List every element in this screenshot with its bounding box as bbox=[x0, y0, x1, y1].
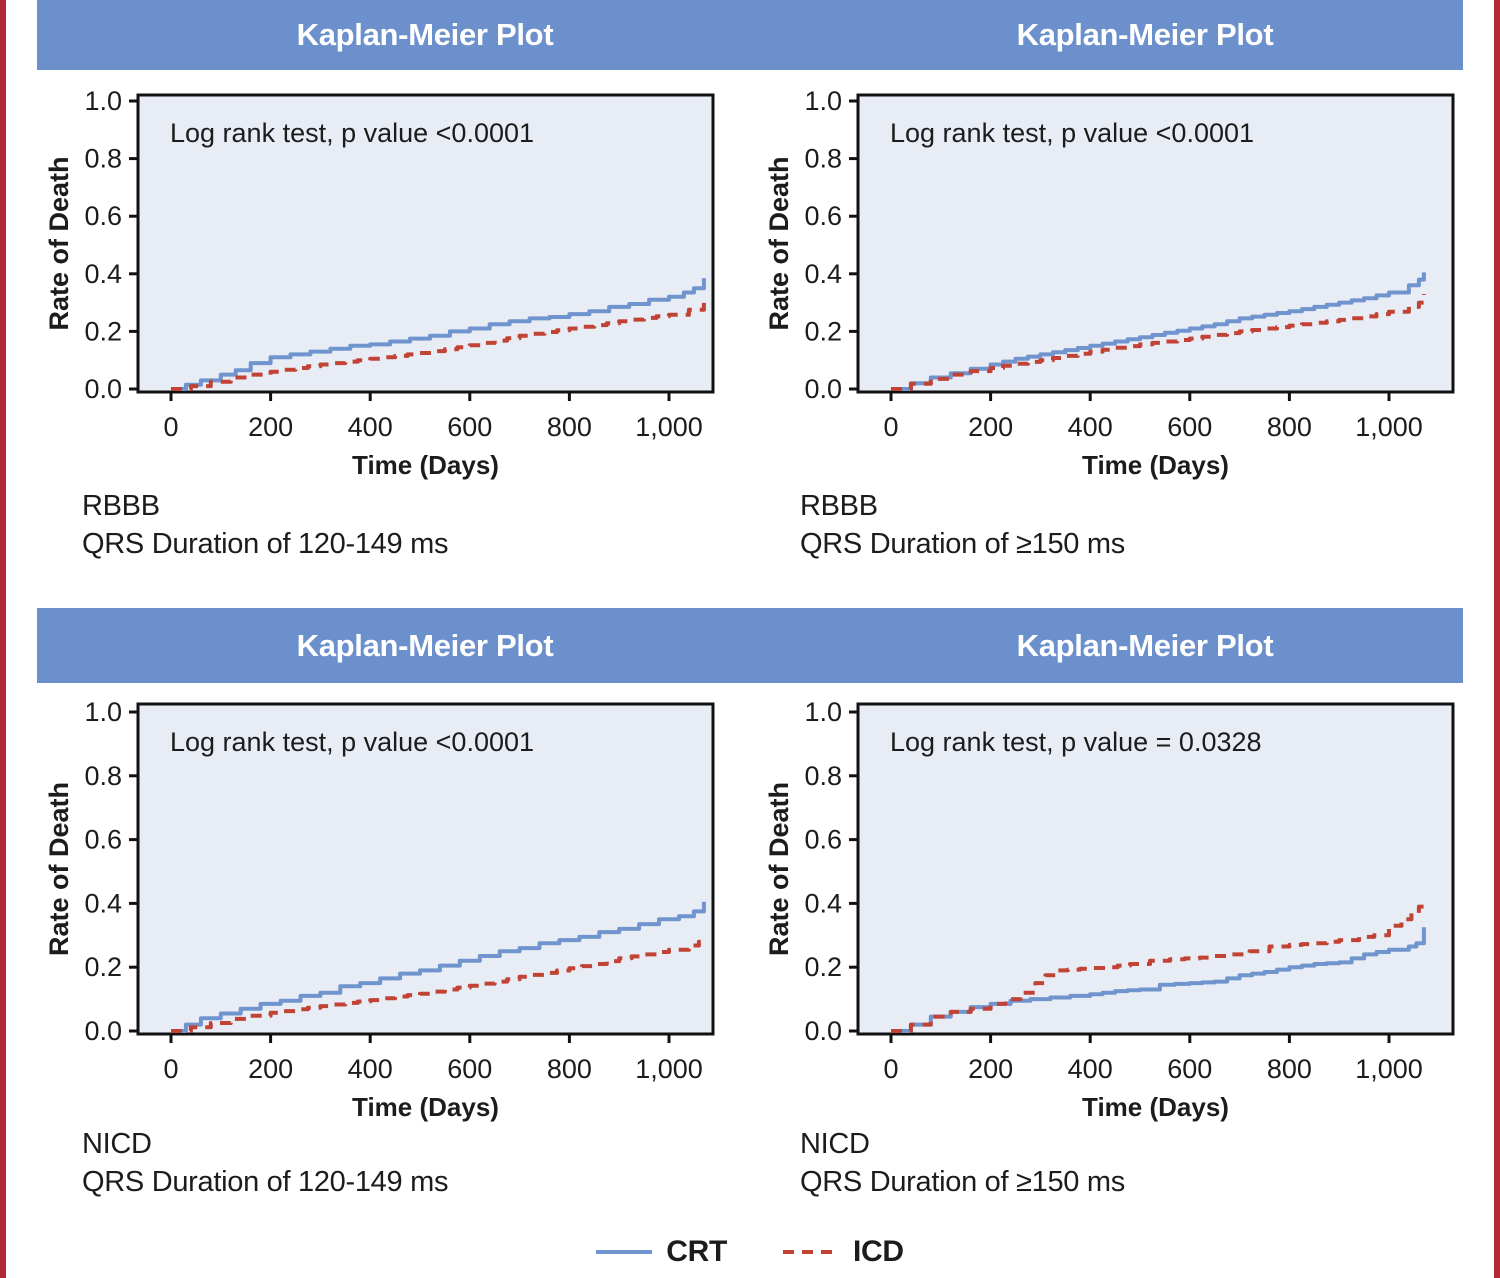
legend-label-icd: ICD bbox=[853, 1235, 904, 1268]
svg-text:0.0: 0.0 bbox=[84, 1016, 122, 1046]
svg-text:800: 800 bbox=[547, 412, 592, 442]
svg-text:0.0: 0.0 bbox=[804, 1016, 842, 1046]
banner-title-rbbb-150: Kaplan-Meier Plot bbox=[1016, 17, 1274, 52]
banner-title-nicd-150: Kaplan-Meier Plot bbox=[1016, 627, 1274, 663]
banner-row-2: Kaplan-Meier Plot Kaplan-Meier Plot bbox=[37, 608, 1463, 683]
svg-text:0.2: 0.2 bbox=[804, 952, 842, 982]
svg-text:0: 0 bbox=[883, 412, 898, 442]
km-chart-rbbb-150: 0.0 0.2 0.4 0.6 0.8 1.0 0 200 400 600 800 1,000 Time… bbox=[764, 86, 1455, 480]
svg-text:1,000: 1,000 bbox=[1355, 1054, 1423, 1084]
svg-text:0: 0 bbox=[883, 1054, 898, 1084]
caption-group-label: NICD bbox=[800, 1128, 870, 1160]
caption-group-label: RBBB bbox=[82, 490, 160, 522]
caption-group-label: RBBB bbox=[800, 490, 878, 522]
svg-text:0.4: 0.4 bbox=[84, 888, 122, 918]
svg-text:Rate of Death: Rate of Death bbox=[44, 156, 74, 330]
svg-text:Time (Days): Time (Days) bbox=[352, 1092, 499, 1122]
svg-text:0.0: 0.0 bbox=[804, 374, 842, 404]
svg-text:1.0: 1.0 bbox=[84, 86, 122, 116]
svg-text:400: 400 bbox=[1068, 1054, 1113, 1084]
svg-text:800: 800 bbox=[1267, 412, 1312, 442]
svg-text:0.4: 0.4 bbox=[804, 259, 842, 289]
legend-label-crt: CRT bbox=[666, 1235, 727, 1268]
caption-rbbb-150: RBBB QRS Duration of ≥150 ms bbox=[800, 487, 1125, 563]
svg-text:0.8: 0.8 bbox=[804, 761, 842, 791]
crt-line-swatch bbox=[596, 1250, 653, 1254]
svg-text:0.6: 0.6 bbox=[84, 201, 122, 231]
svg-text:0: 0 bbox=[163, 412, 178, 442]
svg-text:0.8: 0.8 bbox=[84, 144, 122, 174]
svg-text:Log rank test, p value <0.0001: Log rank test, p value <0.0001 bbox=[890, 118, 1254, 148]
svg-text:200: 200 bbox=[968, 1054, 1013, 1084]
km-panel-rbbb-120-149: 0.0 0.2 0.4 0.6 0.8 1.0 0 200 400 600 800 1,000 Time… bbox=[38, 85, 758, 485]
svg-text:0.2: 0.2 bbox=[84, 316, 122, 346]
svg-text:1,000: 1,000 bbox=[1355, 412, 1423, 442]
svg-text:1,000: 1,000 bbox=[635, 412, 703, 442]
svg-text:600: 600 bbox=[447, 1054, 492, 1084]
svg-text:200: 200 bbox=[968, 412, 1013, 442]
svg-text:Log rank test, p value <0.0001: Log rank test, p value <0.0001 bbox=[170, 118, 534, 148]
caption-nicd-150: NICD QRS Duration of ≥150 ms bbox=[800, 1125, 1125, 1201]
svg-text:Rate of Death: Rate of Death bbox=[44, 782, 74, 956]
svg-text:Rate of Death: Rate of Death bbox=[764, 156, 794, 330]
svg-text:0.4: 0.4 bbox=[804, 888, 842, 918]
banner-row-1: Kaplan-Meier Plot Kaplan-Meier Plot bbox=[37, 0, 1463, 70]
banner-title-rbbb-120-149: Kaplan-Meier Plot bbox=[296, 17, 554, 52]
svg-text:600: 600 bbox=[1167, 412, 1212, 442]
svg-text:0.8: 0.8 bbox=[804, 144, 842, 174]
caption-qrs-label: QRS Duration of ≥150 ms bbox=[800, 528, 1125, 560]
km-panel-nicd-120-149: 0.0 0.2 0.4 0.6 0.8 1.0 0 200 400 600 800 1,000 Time… bbox=[38, 694, 758, 1134]
svg-text:0.8: 0.8 bbox=[84, 761, 122, 791]
svg-text:Time (Days): Time (Days) bbox=[352, 450, 499, 480]
svg-text:200: 200 bbox=[248, 412, 293, 442]
svg-text:0.6: 0.6 bbox=[804, 825, 842, 855]
svg-text:0.4: 0.4 bbox=[84, 259, 122, 289]
svg-text:0: 0 bbox=[163, 1054, 178, 1084]
figure-right-border bbox=[1494, 0, 1500, 1278]
svg-text:0.6: 0.6 bbox=[84, 825, 122, 855]
svg-text:1.0: 1.0 bbox=[84, 697, 122, 727]
svg-text:600: 600 bbox=[1167, 1054, 1212, 1084]
svg-text:0.6: 0.6 bbox=[804, 201, 842, 231]
figure-left-border bbox=[0, 0, 6, 1278]
km-chart-rbbb-120-149: 0.0 0.2 0.4 0.6 0.8 1.0 0 200 400 600 800 1,000 Time… bbox=[44, 86, 715, 480]
caption-group-label: NICD bbox=[82, 1128, 152, 1160]
svg-text:0.2: 0.2 bbox=[804, 316, 842, 346]
icd-line-swatch bbox=[783, 1250, 839, 1254]
svg-text:1.0: 1.0 bbox=[804, 697, 842, 727]
km-panel-rbbb-150: 0.0 0.2 0.4 0.6 0.8 1.0 0 200 400 600 800 1,000 Time… bbox=[758, 85, 1478, 485]
figure-legend: CRT ICD bbox=[0, 1232, 1500, 1272]
svg-text:200: 200 bbox=[248, 1054, 293, 1084]
svg-text:0.2: 0.2 bbox=[84, 952, 122, 982]
svg-text:1.0: 1.0 bbox=[804, 86, 842, 116]
caption-qrs-label: QRS Duration of 120-149 ms bbox=[82, 528, 449, 560]
km-panel-nicd-150: 0.0 0.2 0.4 0.6 0.8 1.0 0 200 400 600 800 1,000 Time… bbox=[758, 694, 1478, 1134]
svg-text:Log rank test, p value = 0.032: Log rank test, p value = 0.0328 bbox=[890, 727, 1262, 757]
km-chart-nicd-150: 0.0 0.2 0.4 0.6 0.8 1.0 0 200 400 600 800 1,000 Time… bbox=[764, 697, 1455, 1122]
svg-text:1,000: 1,000 bbox=[635, 1054, 703, 1084]
caption-nicd-120-149: NICD QRS Duration of 120-149 ms bbox=[82, 1125, 448, 1201]
caption-qrs-label: QRS Duration of 120-149 ms bbox=[82, 1166, 449, 1198]
km-chart-nicd-120-149: 0.0 0.2 0.4 0.6 0.8 1.0 0 200 400 600 800 1,000 Time… bbox=[44, 697, 715, 1122]
caption-qrs-label: QRS Duration of ≥150 ms bbox=[800, 1166, 1125, 1198]
svg-text:800: 800 bbox=[1267, 1054, 1312, 1084]
svg-text:600: 600 bbox=[447, 412, 492, 442]
banner-title-nicd-120-149: Kaplan-Meier Plot bbox=[296, 627, 554, 663]
svg-text:800: 800 bbox=[547, 1054, 592, 1084]
svg-text:Time (Days): Time (Days) bbox=[1082, 450, 1229, 480]
svg-text:400: 400 bbox=[1068, 412, 1113, 442]
svg-text:400: 400 bbox=[348, 412, 393, 442]
svg-text:400: 400 bbox=[348, 1054, 393, 1084]
svg-text:Log rank test, p value <0.0001: Log rank test, p value <0.0001 bbox=[170, 727, 534, 757]
svg-text:0.0: 0.0 bbox=[84, 374, 122, 404]
svg-text:Time (Days): Time (Days) bbox=[1082, 1092, 1229, 1122]
svg-text:Rate of Death: Rate of Death bbox=[764, 782, 794, 956]
caption-rbbb-120-149: RBBB QRS Duration of 120-149 ms bbox=[82, 487, 448, 563]
